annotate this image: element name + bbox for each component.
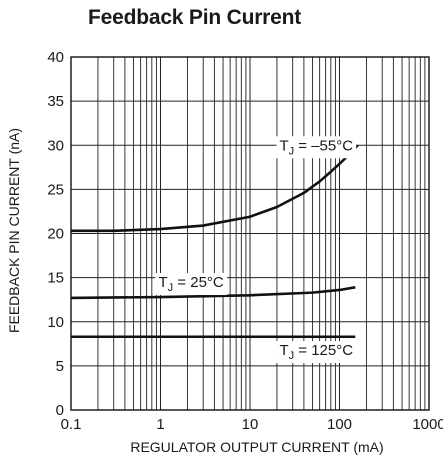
series-label-text: TJ = –55°C	[279, 137, 353, 157]
y-tick-label: 15	[47, 270, 64, 287]
series-label-1: TJ = 25°C	[155, 273, 227, 296]
series-label-bg	[276, 136, 357, 159]
y-tick-label: 35	[47, 93, 64, 110]
series-label-bg	[276, 340, 357, 363]
y-tick-label: 40	[47, 49, 64, 66]
x-tick-label: 10	[242, 416, 259, 433]
series-line-1	[70, 286, 356, 300]
y-tick-label: 20	[47, 226, 64, 243]
series-line-0	[71, 144, 359, 233]
series-label-0: TJ = –55°C	[276, 136, 357, 159]
y-tick-label: 0	[56, 402, 64, 419]
curves	[70, 144, 359, 339]
grid	[70, 56, 429, 411]
series-label-text: TJ = 25°C	[158, 274, 223, 294]
series-label-2: TJ = 125°C	[276, 340, 357, 363]
y-axis-label: FEEDBACK PIN CURRENT (nA)	[6, 128, 22, 333]
series-label-bg	[155, 273, 227, 296]
x-axis-label: REGULATOR OUTPUT CURRENT (mA)	[130, 439, 383, 455]
axes: 0 5 10 15 20 25 30 35 40 0.1 1 10 100 1000 REGULATOR O…	[6, 49, 443, 455]
plot-frame	[70, 56, 430, 411]
y-tick-label: 30	[47, 137, 64, 154]
y-tick-label: 25	[47, 181, 64, 198]
series-label-text: TJ = 125°C	[279, 342, 353, 362]
x-tick-label: 0.1	[61, 416, 82, 433]
curve-labels: TJ = –55°C TJ = 25°C TJ = 125°C	[155, 136, 357, 363]
x-tick-label: 100	[327, 416, 352, 433]
y-tick-label: 10	[47, 314, 64, 331]
y-tick-label: 5	[56, 358, 64, 375]
x-tick-label: 1000	[412, 416, 443, 433]
x-tick-label: 1	[156, 416, 164, 433]
chart-title: Feedback Pin Current	[88, 6, 302, 29]
